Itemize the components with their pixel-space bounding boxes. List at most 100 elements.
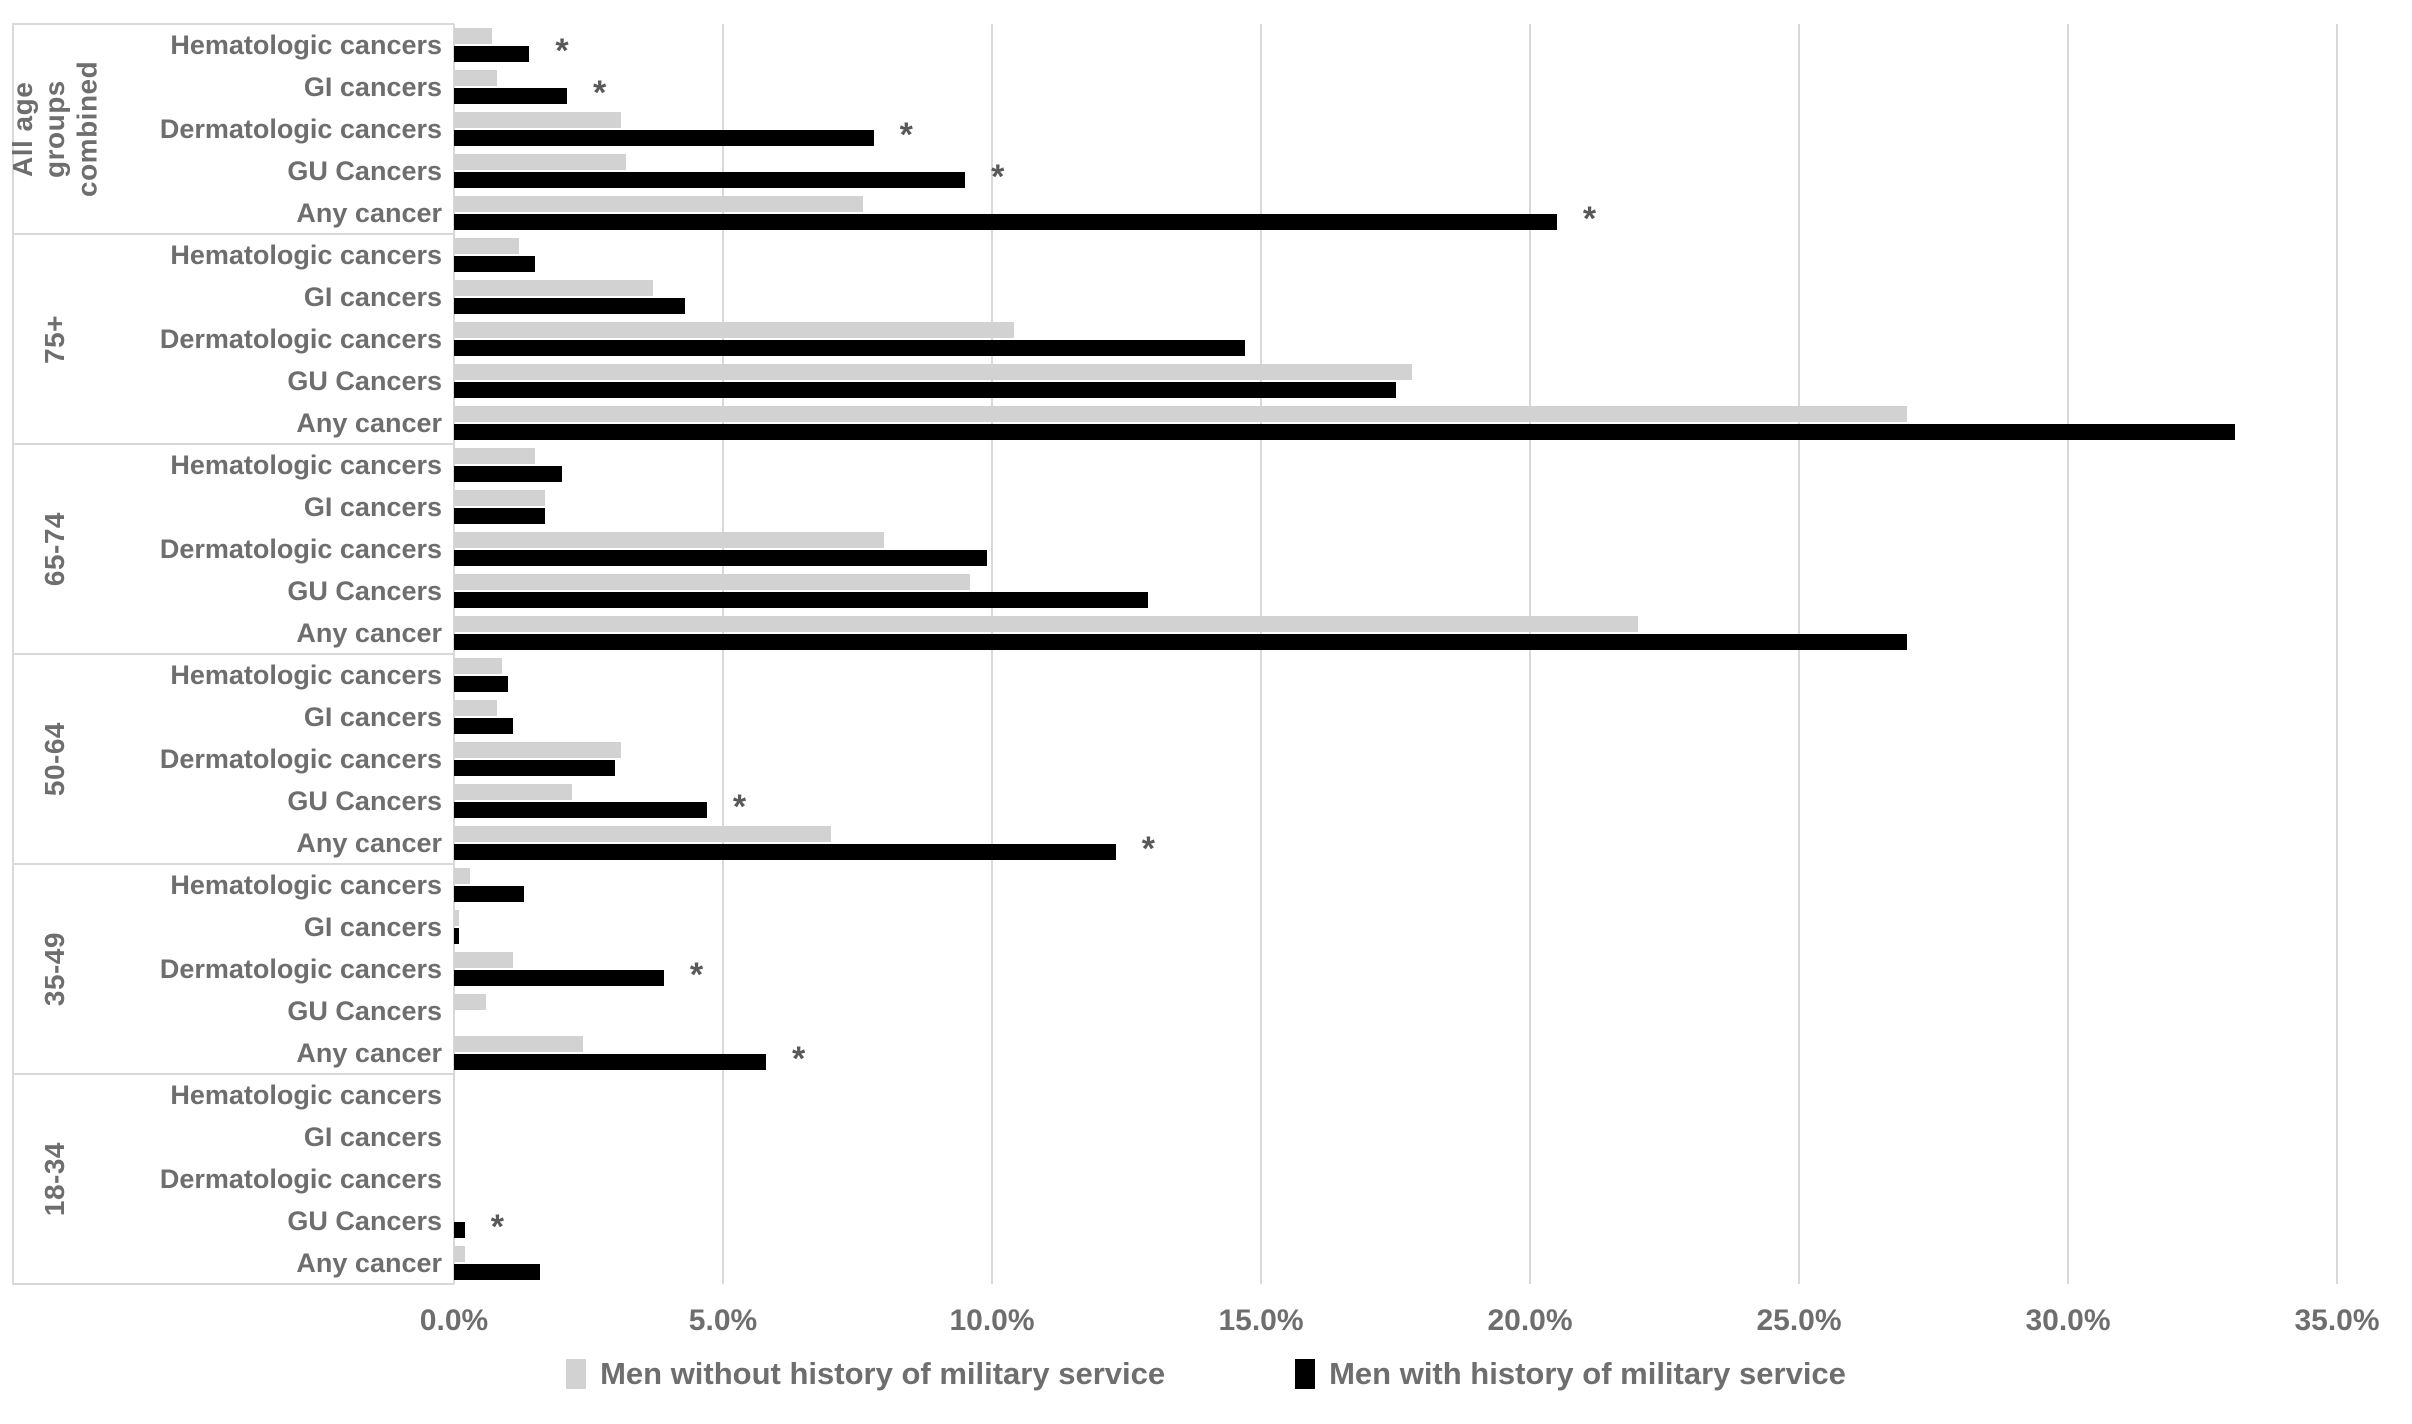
category-label: Any cancer	[296, 827, 442, 858]
bar-pair	[454, 1162, 2337, 1196]
bar-with-service	[454, 466, 562, 482]
bar-without-service	[454, 238, 519, 254]
category-label: Any cancer	[296, 1037, 442, 1068]
age-group-75: 75+ Hematologic cancers GI cancers Dermatol…	[0, 233, 2412, 444]
bar-line-with: *	[454, 34, 2337, 68]
bar-with-service	[454, 88, 567, 104]
gridline-30.0%	[2067, 24, 2069, 1284]
chart-row-any-cancer: Any cancer	[110, 402, 2412, 444]
bar-line-with	[454, 298, 2337, 314]
age-group-18-34: 18-34 Hematologic cancers GI cancers Dermat…	[0, 1073, 2412, 1284]
gridline-35.0%	[2336, 24, 2338, 1284]
chart-groups: All age groups combined Hematologic cance…	[0, 23, 2412, 1285]
bar-line-with	[454, 928, 2337, 944]
chart-row-gi-cancers: GI cancers *	[110, 66, 2412, 110]
category-label: Hematologic cancers	[170, 1079, 442, 1110]
group-label-cell: All age groups combined	[0, 24, 110, 234]
category-label: Any cancer	[296, 617, 442, 648]
age-group-50-64: 50-64 Hematologic cancers GI cancers Dermat…	[0, 653, 2412, 866]
bar-line-with	[454, 1096, 2337, 1112]
bar-line-without	[454, 1036, 2337, 1052]
bar-line-without	[454, 1162, 2337, 1178]
group-label: 35-49	[38, 931, 70, 1007]
bar-with-service	[454, 886, 524, 902]
bar-line-without	[454, 742, 2337, 758]
bar-line-with: *	[454, 1210, 2337, 1244]
category-label: Dermatologic cancers	[159, 953, 442, 984]
bar-pair	[454, 448, 2337, 482]
bar-line-without	[454, 826, 2337, 842]
group-rows: Hematologic cancers GI cancers Dermatologi…	[110, 864, 2412, 1076]
chart-row-gu-cancers: GU Cancers *	[110, 1200, 2412, 1245]
x-tick-label: 5.0%	[688, 1304, 758, 1337]
bar-pair	[454, 406, 2337, 440]
legend-label: Men without history of military service	[600, 1356, 1166, 1391]
bar-without-service	[454, 616, 1638, 632]
bar-without-service	[454, 154, 627, 170]
bar-line-with	[454, 340, 2337, 356]
bar-line-with	[454, 676, 2337, 692]
bar-without-service	[454, 994, 487, 1010]
bar-line-without	[454, 364, 2337, 380]
bar-line-without	[454, 70, 2337, 86]
category-label: Dermatologic cancers	[159, 1163, 442, 1194]
x-tick-label: 25.0%	[1756, 1304, 1842, 1337]
bar-line-with	[454, 256, 2337, 272]
bar-line-without	[454, 532, 2337, 548]
bar-pair	[454, 490, 2337, 524]
legend: Men without history of military service …	[0, 1356, 2412, 1392]
bar-with-service	[454, 256, 535, 272]
chart-row-dermatologic-cancers: Dermatologic cancers	[110, 1158, 2412, 1200]
bar-pair	[454, 238, 2337, 272]
bar-pair	[454, 322, 2337, 356]
group-rows: Hematologic cancers GI cancers Dermatologi…	[110, 654, 2412, 866]
group-label-cell: 35-49	[0, 864, 110, 1074]
chart-row-gi-cancers: GI cancers	[110, 906, 2412, 948]
group-label-cell: 18-34	[0, 1074, 110, 1284]
bar-pair: *	[454, 784, 2337, 824]
bar-line-without	[454, 280, 2337, 296]
chart-row-gu-cancers: GU Cancers *	[110, 780, 2412, 824]
bar-line-without	[454, 910, 2337, 926]
chart-row-dermatologic-cancers: Dermatologic cancers *	[110, 108, 2412, 152]
bar-pair	[454, 700, 2337, 734]
bar-line-without	[454, 1078, 2337, 1094]
category-label: GI cancers	[303, 911, 442, 942]
bar-without-service	[454, 826, 831, 842]
group-label: All age groups combined	[6, 60, 103, 198]
bar-pair: *	[454, 196, 2337, 236]
chart-row-dermatologic-cancers: Dermatologic cancers *	[110, 948, 2412, 992]
chart-row-gu-cancers: GU Cancers	[110, 360, 2412, 402]
bar-line-without	[454, 322, 2337, 338]
bar-without-service	[454, 1036, 584, 1052]
chart-row-any-cancer: Any cancer	[110, 612, 2412, 654]
bar-line-with	[454, 1012, 2337, 1028]
bar-line-without	[454, 1120, 2337, 1136]
category-label: Hematologic cancers	[170, 239, 442, 270]
group-rows: Hematologic cancers GI cancers Dermatologi…	[110, 234, 2412, 444]
bar-with-service	[454, 382, 1396, 398]
legend-label: Men with history of military service	[1329, 1356, 1846, 1391]
chart-row-hematologic-cancers: Hematologic cancers *	[110, 24, 2412, 68]
bar-line-without	[454, 238, 2337, 254]
category-label: Dermatologic cancers	[159, 323, 442, 354]
category-label: Any cancer	[296, 1247, 442, 1278]
category-label: GI cancers	[303, 281, 442, 312]
bar-without-service	[454, 658, 503, 674]
bar-pair	[454, 364, 2337, 398]
bar-pair: *	[454, 826, 2337, 866]
x-tick-label: 20.0%	[1487, 1304, 1573, 1337]
bar-line-with	[454, 1264, 2337, 1280]
category-label: Hematologic cancers	[170, 29, 442, 60]
chart-row-dermatologic-cancers: Dermatologic cancers	[110, 528, 2412, 570]
bar-without-service	[454, 574, 971, 590]
bar-with-service	[454, 172, 966, 188]
bar-with-service	[454, 1264, 541, 1280]
category-label: GU Cancers	[287, 995, 442, 1026]
bar-without-service	[454, 700, 498, 716]
chart-row-gi-cancers: GI cancers	[110, 486, 2412, 528]
bar-without-service	[454, 112, 621, 128]
bar-with-service	[454, 970, 664, 986]
bar-line-with: *	[454, 790, 2337, 824]
chart-row-gi-cancers: GI cancers	[110, 276, 2412, 318]
